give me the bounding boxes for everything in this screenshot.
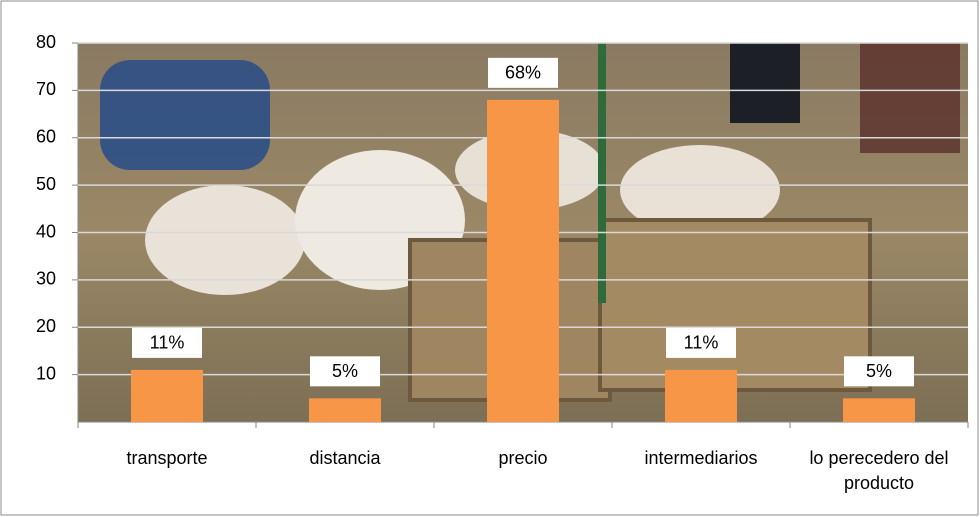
value-label: 5%: [332, 361, 358, 381]
bar: [487, 99, 559, 422]
value-label-box: [666, 327, 736, 358]
y-tick-label: 60: [36, 127, 56, 147]
x-tick-label: intermediarios: [644, 448, 758, 468]
value-label-box: [132, 327, 202, 358]
bar: [665, 369, 737, 422]
x-tick-label: distancia: [309, 448, 381, 468]
x-tick-label: lo perecedero del producto: [809, 448, 949, 493]
value-label: 11%: [150, 333, 185, 353]
value-label-box: [310, 356, 380, 387]
y-tick-label: 70: [36, 79, 56, 99]
value-label: 68%: [505, 63, 541, 83]
value-label-box: [844, 356, 914, 387]
y-tick-label: 30: [36, 269, 56, 289]
bar: [843, 398, 915, 422]
y-tick-label: 20: [36, 316, 56, 336]
bar: [131, 369, 203, 422]
y-tick-label: 40: [36, 221, 56, 241]
value-label-box: [488, 57, 558, 88]
value-label: 5%: [866, 361, 892, 381]
x-tick-label: precio: [498, 448, 548, 468]
y-tick-label: 10: [36, 363, 56, 383]
y-tick-label: 50: [36, 174, 56, 194]
bar: [309, 398, 381, 422]
y-tick-label: 80: [36, 32, 56, 52]
x-tick-label: transporte: [126, 448, 208, 468]
value-label: 11%: [684, 333, 719, 353]
